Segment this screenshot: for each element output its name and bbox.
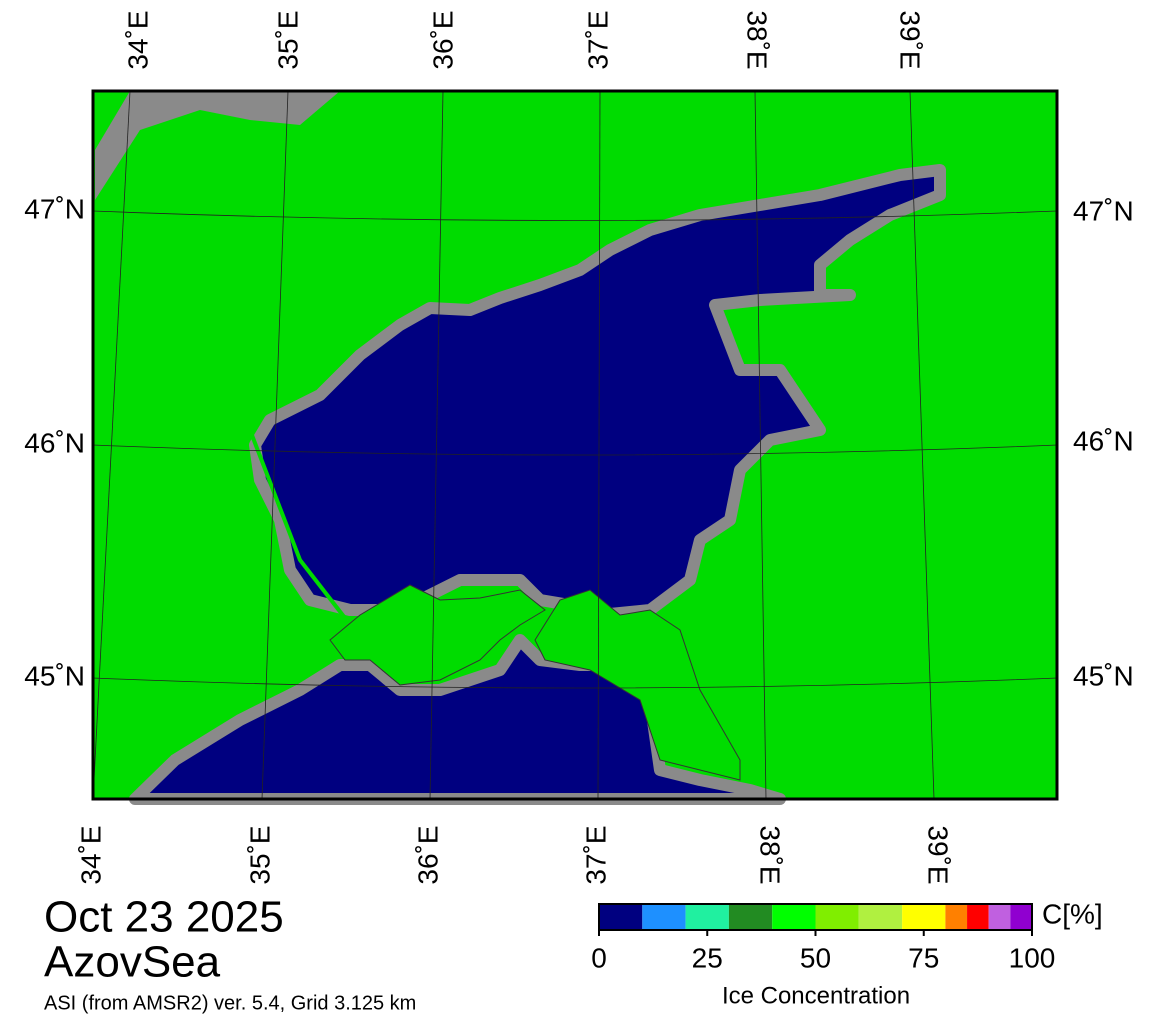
left-label: 47˚N [24, 193, 85, 224]
top-label: 36˚E [427, 10, 458, 69]
left-label: 45˚N [24, 660, 85, 691]
colorbar-title: Ice Concentration [722, 982, 910, 1009]
graticule-labels: 34˚E 35˚E 36˚E 37˚E 38˚E 39˚E 34˚E 35˚E … [24, 10, 1133, 884]
colorbar-segment [685, 904, 729, 930]
right-label: 45˚N [1073, 660, 1134, 691]
left-label: 46˚N [24, 427, 85, 458]
colorbar: C[%] Ice Concentration 0 25 50 75 100 [591, 898, 1102, 1009]
colorbar-segment [599, 904, 643, 930]
colorbar-segment [642, 904, 686, 930]
colorbar-unit: C[%] [1042, 898, 1103, 929]
arabat-spit [248, 429, 347, 620]
sivash-north [95, 91, 340, 200]
top-label: 34˚E [122, 10, 153, 69]
colorbar-tick-label: 25 [692, 942, 723, 973]
colorbar-tick-label: 75 [908, 942, 939, 973]
colorbar-segment [772, 904, 816, 930]
right-label: 46˚N [1073, 425, 1134, 456]
colorbar-segment [988, 904, 1011, 930]
region: AzovSea [44, 938, 221, 987]
top-label: 35˚E [272, 10, 303, 69]
map-frame [91, 89, 1059, 801]
right-label: 47˚N [1073, 195, 1134, 226]
top-label: 38˚E [742, 10, 773, 69]
bottom-label: 34˚E [75, 825, 106, 884]
colorbar-segment [815, 904, 859, 930]
date: Oct 23 2025 [44, 893, 284, 942]
bottom-label: 35˚E [244, 825, 275, 884]
colorbar-tick-label: 0 [591, 942, 607, 973]
graticule [92, 90, 1058, 800]
bottom-label: 37˚E [580, 825, 611, 884]
taman-peninsula [534, 589, 741, 781]
bottom-label: 36˚E [412, 825, 443, 884]
azov-sea [249, 164, 946, 621]
bottom-label: 39˚E [923, 825, 954, 884]
source: ASI (from AMSR2) ver. 5.4, Grid 3.125 km [44, 992, 416, 1014]
map [91, 89, 1059, 805]
colorbar-tick-label: 100 [1009, 942, 1056, 973]
colorbar-segment [945, 904, 968, 930]
colorbar-segment [967, 904, 989, 930]
colorbar-segment [728, 904, 773, 930]
colorbar-segment [902, 904, 946, 930]
top-label: 37˚E [582, 10, 613, 69]
colorbar-segment [858, 904, 903, 930]
top-label: 39˚E [895, 10, 926, 69]
kerch-peninsula [329, 584, 546, 686]
colorbar-segment [1010, 904, 1032, 930]
colorbar-tick-label: 50 [800, 942, 831, 973]
bottom-label: 38˚E [755, 825, 786, 884]
